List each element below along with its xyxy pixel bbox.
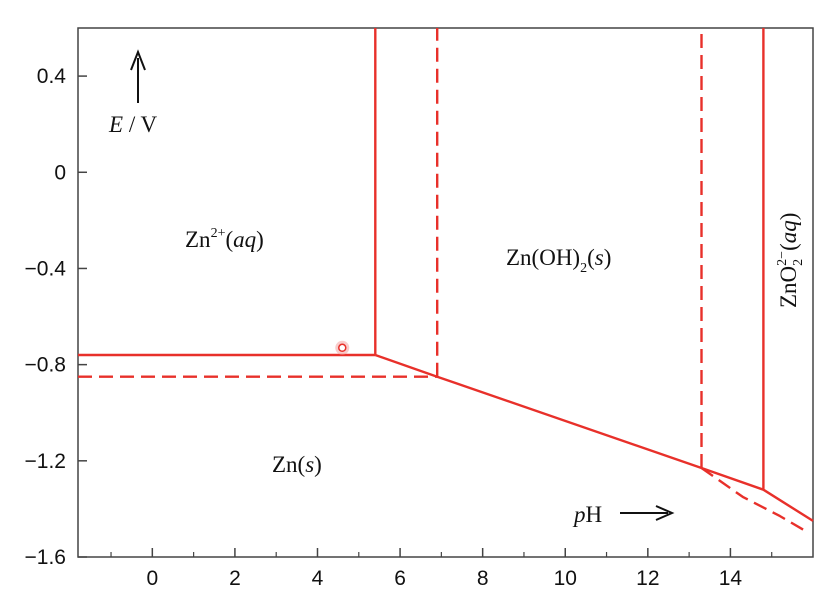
region-label-zn-s: Zn(s)	[272, 452, 322, 477]
marker-point	[338, 343, 347, 353]
x-tick-label: 0	[146, 567, 158, 590]
y-tick-label: 0.4	[37, 65, 67, 88]
plot-frame	[77, 27, 814, 558]
y-tick-label: −0.8	[25, 354, 66, 377]
ph-axis-annotation: pH	[572, 502, 675, 527]
ph-axis-label: pH	[572, 502, 602, 527]
region-label-zn-oh2-s: Zn(OH)2(s)	[506, 245, 611, 276]
y-tick-label: −1.6	[25, 546, 66, 569]
region-label-zn2-aq: Zn2+(aq)	[185, 226, 264, 252]
boundary-line-dashed-8	[700, 467, 810, 535]
y-tick-label: 0	[54, 161, 66, 184]
x-tick-label: 2	[229, 567, 241, 590]
x-tick-label: 6	[394, 567, 406, 590]
y-tick-label: −1.2	[25, 450, 66, 473]
x-tick-label: 4	[312, 567, 324, 590]
boundary-line-solid-3	[374, 353, 814, 522]
e-axis-annotation: E / V	[108, 49, 158, 137]
y-tick-label: −0.4	[25, 257, 67, 280]
x-tick-label: 8	[477, 567, 489, 590]
region-label-zno2-aq: ZnO22−(aq)	[775, 213, 806, 308]
e-axis-label: E / V	[108, 112, 158, 137]
up-arrow-head-icon	[130, 49, 146, 71]
x-tick-label: 12	[636, 567, 659, 590]
x-tick-label: 10	[554, 567, 577, 590]
right-arrow-head-icon	[655, 505, 675, 521]
x-tick-label: 14	[719, 567, 743, 590]
plot-layer: 0.4 0 −0.4 −0.8 −1.2 −1.6 0 2 4 6 8 10 12 14	[25, 27, 814, 590]
